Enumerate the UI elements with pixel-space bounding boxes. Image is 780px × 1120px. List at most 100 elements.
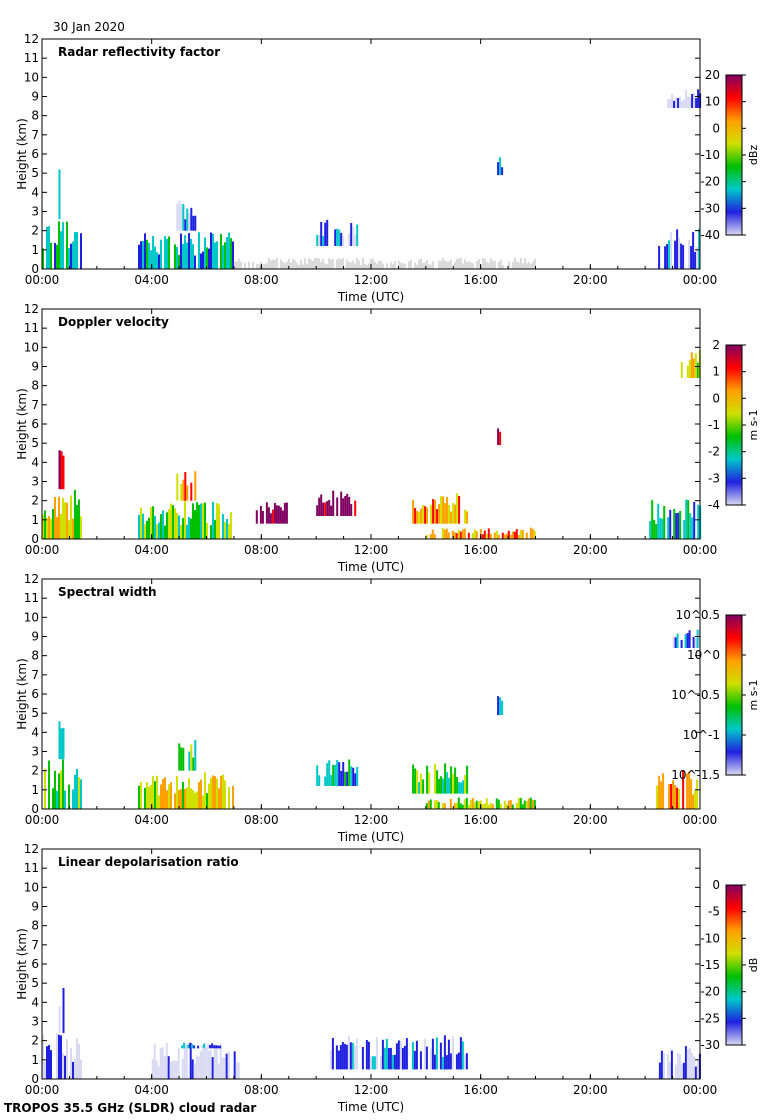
data-cell-3-4 bbox=[365, 1040, 368, 1070]
data-cell-0-2 bbox=[214, 242, 216, 269]
data-cell-2-2 bbox=[154, 781, 156, 809]
data-cell-2-7 bbox=[499, 697, 502, 716]
cb-label-3-0: 0 bbox=[712, 878, 720, 892]
data-cell-0-2 bbox=[182, 243, 184, 269]
data-cell-0-2 bbox=[202, 251, 204, 269]
data-cell-1-9 bbox=[675, 513, 678, 539]
ytick-label-2-12: 12 bbox=[24, 572, 39, 586]
data-cell-0-7 bbox=[671, 94, 674, 108]
data-cell-1-2 bbox=[224, 522, 226, 539]
data-cell-2-5 bbox=[438, 778, 441, 794]
data-cell-1-0 bbox=[72, 518, 74, 539]
cb-label-1-0: 2 bbox=[712, 338, 720, 352]
data-cell-0-2 bbox=[208, 248, 210, 269]
data-cell-3-2 bbox=[155, 1060, 158, 1079]
data-cell-0-4 bbox=[342, 235, 345, 246]
data-cell-2-6 bbox=[469, 799, 472, 809]
data-cell-0-8 bbox=[419, 258, 422, 269]
data-cell-1-5 bbox=[330, 505, 333, 516]
data-cell-3-3 bbox=[217, 1045, 220, 1049]
data-cell-1-2 bbox=[156, 524, 158, 539]
ytick-label-3-3: 3 bbox=[31, 1015, 39, 1029]
data-cell-2-4 bbox=[316, 765, 319, 786]
data-cell-1-7 bbox=[433, 534, 436, 539]
data-cell-2-5 bbox=[448, 777, 451, 794]
data-cell-2-6 bbox=[453, 803, 456, 809]
data-cell-0-2 bbox=[188, 233, 190, 269]
plot-frame-1 bbox=[41, 308, 701, 540]
data-cell-1-5 bbox=[350, 504, 353, 516]
data-cell-1-2 bbox=[152, 506, 154, 539]
data-cell-2-4 bbox=[318, 775, 321, 786]
data-cell-3-0 bbox=[62, 1052, 64, 1079]
ytick-label-0-4: 4 bbox=[31, 185, 39, 199]
data-cell-0-8 bbox=[513, 257, 516, 269]
data-cell-2-2 bbox=[208, 783, 210, 809]
panel-title-2: Spectral width bbox=[58, 585, 157, 599]
data-cell-0-2 bbox=[198, 232, 200, 269]
data-cell-2-9 bbox=[684, 634, 687, 648]
data-cell-2-4 bbox=[346, 771, 349, 786]
data-cell-3-3 bbox=[219, 1045, 222, 1049]
data-cell-0-8 bbox=[515, 261, 518, 269]
data-cell-0-8 bbox=[371, 258, 374, 269]
data-cell-0-6 bbox=[680, 243, 683, 269]
colorbar-1 bbox=[725, 344, 743, 506]
data-cell-3-2 bbox=[183, 1044, 186, 1079]
data-cell-1-0 bbox=[66, 502, 68, 539]
data-cell-1-2 bbox=[200, 503, 202, 539]
data-cell-0-8 bbox=[319, 262, 322, 269]
data-cell-2-2 bbox=[202, 795, 204, 809]
data-cell-3-3 bbox=[189, 1042, 192, 1049]
ytick-label-0-11: 11 bbox=[24, 51, 39, 65]
ytick-label-0-5: 5 bbox=[31, 166, 39, 180]
data-cell-2-9 bbox=[672, 635, 675, 648]
data-cell-3-0 bbox=[78, 1044, 80, 1079]
data-cell-3-5 bbox=[670, 1050, 673, 1079]
cb-label-1-1: 1 bbox=[712, 365, 720, 379]
xtick-label-0-2: 08:00 bbox=[244, 273, 279, 287]
data-cell-2-2 bbox=[164, 777, 166, 809]
data-cell-0-1 bbox=[58, 169, 61, 220]
data-cell-3-0 bbox=[74, 1059, 76, 1079]
xtick-label-0-5: 20:00 bbox=[573, 273, 608, 287]
data-cell-1-5 bbox=[332, 490, 335, 516]
data-cell-3-2 bbox=[233, 1051, 236, 1079]
data-cell-2-9 bbox=[686, 633, 689, 648]
data-cell-3-4 bbox=[451, 1036, 454, 1070]
ytick-label-2-11: 11 bbox=[24, 591, 39, 605]
data-cell-3-4 bbox=[435, 1037, 438, 1070]
data-cell-2-6 bbox=[485, 798, 488, 809]
data-cell-1-7 bbox=[515, 529, 518, 539]
data-cell-0-2 bbox=[190, 238, 192, 269]
data-cell-1-9 bbox=[673, 508, 676, 539]
data-cell-0-8 bbox=[303, 258, 306, 269]
data-cell-1-0 bbox=[50, 518, 52, 539]
data-cell-0-0 bbox=[76, 232, 78, 269]
data-cell-3-4 bbox=[447, 1039, 450, 1070]
data-cell-3-4 bbox=[353, 1046, 356, 1070]
data-cell-0-8 bbox=[263, 264, 266, 269]
data-cell-1-9 bbox=[679, 511, 682, 539]
ytick-label-1-7: 7 bbox=[31, 398, 39, 412]
data-cell-3-2 bbox=[219, 1043, 222, 1079]
data-cell-0-8 bbox=[481, 258, 484, 269]
data-cell-3-4 bbox=[373, 1056, 376, 1070]
data-cell-0-7 bbox=[673, 100, 676, 108]
data-cell-1-6 bbox=[416, 511, 419, 524]
data-cell-2-2 bbox=[148, 786, 150, 809]
cb-label-1-3: -1 bbox=[708, 418, 720, 432]
data-cell-0-8 bbox=[431, 261, 434, 269]
data-cell-3-4 bbox=[413, 1050, 416, 1070]
data-cell-3-2 bbox=[207, 1050, 210, 1079]
data-cell-1-2 bbox=[186, 524, 188, 539]
data-cell-3-2 bbox=[157, 1066, 160, 1079]
data-cell-3-2 bbox=[209, 1050, 212, 1079]
data-cell-1-10 bbox=[696, 362, 699, 378]
data-cell-0-6 bbox=[674, 240, 677, 269]
data-cell-3-2 bbox=[217, 1063, 220, 1079]
data-cell-1-0 bbox=[78, 499, 80, 539]
data-cell-3-2 bbox=[191, 1059, 194, 1079]
data-cell-1-6 bbox=[432, 499, 435, 524]
data-cell-1-7 bbox=[531, 528, 534, 539]
